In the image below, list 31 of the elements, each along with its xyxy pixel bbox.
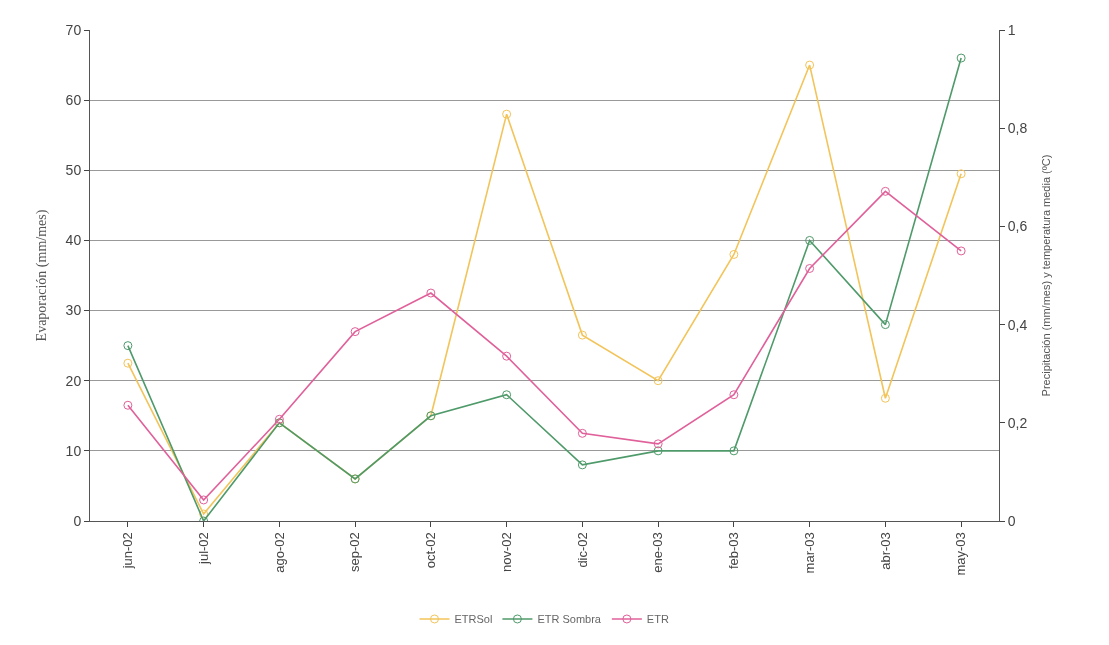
y-tick-label: 0 [73, 512, 82, 529]
y-tick-label: 10 [65, 442, 82, 459]
x-tick-label: jun-02 [120, 532, 136, 570]
y-tick-label: 70 [65, 21, 82, 38]
y-tick-label: 50 [65, 162, 82, 179]
x-tick-label: mar-03 [801, 532, 817, 574]
y2-tick-label: 0,6 [1007, 218, 1028, 235]
x-tick-label: oct-02 [423, 532, 439, 569]
x-tick-label: dic-02 [574, 532, 590, 568]
y-tick-label: 20 [65, 372, 82, 389]
x-tick-label: ago-02 [271, 532, 287, 573]
y2-tick-label: 0 [1007, 512, 1016, 529]
x-tick-label: sep-02 [347, 532, 363, 572]
x-tick-label: ene-03 [650, 532, 666, 573]
x-tick-label: may-03 [953, 532, 969, 576]
x-tick-label: nov-02 [498, 532, 514, 572]
y2-tick-label: 1 [1007, 21, 1016, 38]
x-tick-label: jul-02 [195, 532, 211, 565]
legend-label: ETR Sombra [537, 613, 602, 626]
legend-label: ETRSol [454, 613, 493, 626]
y2-axis-title: Precipitación (mm/mes) y temperatura media (ºC) [1039, 154, 1052, 397]
y2-tick-label: 0,4 [1007, 316, 1028, 333]
y-tick-label: 30 [65, 302, 82, 319]
y-axis-title: Evaporación (mm/mes) [34, 209, 51, 342]
y2-tick-label: 0,2 [1007, 414, 1028, 431]
y-tick-label: 40 [65, 232, 82, 249]
legend-label: ETR [646, 613, 669, 626]
x-tick-label: feb-03 [726, 532, 742, 570]
y2-tick-label: 0,8 [1007, 120, 1028, 137]
y-tick-label: 60 [65, 92, 82, 109]
x-tick-label: abr-03 [877, 532, 893, 570]
